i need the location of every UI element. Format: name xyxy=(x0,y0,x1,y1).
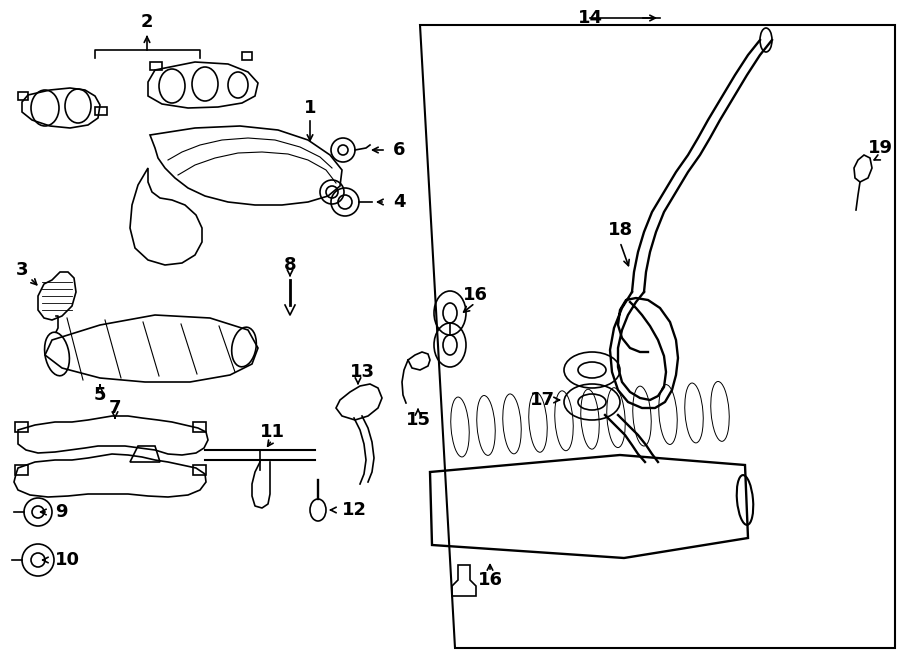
Text: 9: 9 xyxy=(55,503,68,521)
Text: 19: 19 xyxy=(868,139,893,157)
Text: 13: 13 xyxy=(349,363,374,381)
Text: 17: 17 xyxy=(529,391,554,409)
Text: 11: 11 xyxy=(259,423,284,441)
Text: 16: 16 xyxy=(463,286,488,304)
Text: 16: 16 xyxy=(478,571,502,589)
Text: 4: 4 xyxy=(393,193,406,211)
Text: 14: 14 xyxy=(578,9,602,27)
Text: 3: 3 xyxy=(16,261,28,279)
Text: 15: 15 xyxy=(406,411,430,429)
Text: 6: 6 xyxy=(393,141,406,159)
Text: 8: 8 xyxy=(284,256,296,274)
Text: 5: 5 xyxy=(94,386,106,404)
Text: 7: 7 xyxy=(109,399,122,417)
Text: 10: 10 xyxy=(55,551,80,569)
Text: 18: 18 xyxy=(608,221,633,239)
Text: 12: 12 xyxy=(342,501,367,519)
Text: 2: 2 xyxy=(140,13,153,31)
Text: 1: 1 xyxy=(304,99,316,117)
